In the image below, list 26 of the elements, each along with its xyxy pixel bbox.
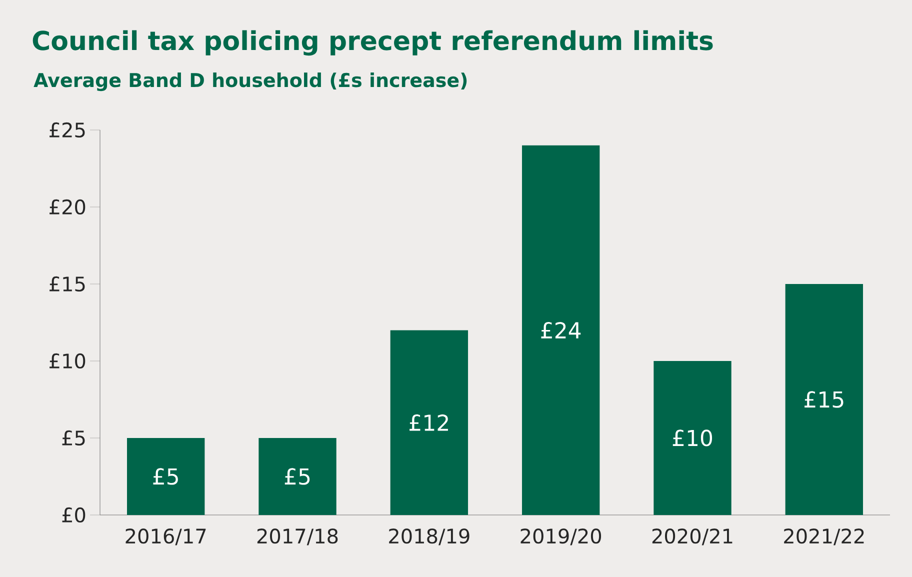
data-label: £15	[804, 391, 844, 408]
y-tick-label: £5	[62, 430, 85, 446]
bar	[654, 360, 732, 515]
y-tick-label: £20	[50, 199, 86, 215]
bar	[258, 438, 336, 515]
bar	[785, 284, 864, 515]
x-tick-label: 2020/21	[652, 528, 732, 546]
x-tick-label: 2019/20	[520, 528, 602, 546]
data-label: £24	[541, 322, 581, 338]
data-label: £10	[672, 430, 712, 446]
bar	[522, 145, 600, 515]
bar	[127, 438, 205, 515]
data-label: £5	[153, 468, 178, 485]
y-tick-label: £25	[50, 122, 85, 138]
chart-title: Council tax policing precept referendum limits	[32, 30, 713, 56]
y-tick-label: £0	[62, 507, 86, 523]
x-tick-label: 2021/22	[784, 528, 864, 546]
x-tick-label: 2016/17	[126, 528, 206, 546]
x-tick-label: 2017/18	[257, 528, 338, 546]
x-tick-label: 2018/19	[389, 528, 470, 546]
bar	[390, 330, 468, 515]
y-tick-label: £10	[50, 353, 86, 369]
chart-subtitle: Average Band D household (£s increase)	[34, 72, 467, 92]
data-label: £5	[284, 468, 310, 485]
data-label: £12	[410, 414, 448, 431]
y-tick-label: £15	[50, 276, 85, 292]
